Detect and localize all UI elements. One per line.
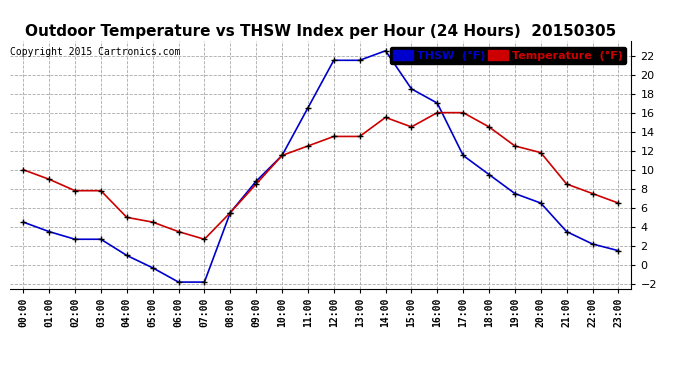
Title: Outdoor Temperature vs THSW Index per Hour (24 Hours)  20150305: Outdoor Temperature vs THSW Index per Ho… — [26, 24, 616, 39]
Text: Copyright 2015 Cartronics.com: Copyright 2015 Cartronics.com — [10, 47, 181, 57]
Legend: THSW  (°F), Temperature  (°F): THSW (°F), Temperature (°F) — [390, 47, 626, 64]
